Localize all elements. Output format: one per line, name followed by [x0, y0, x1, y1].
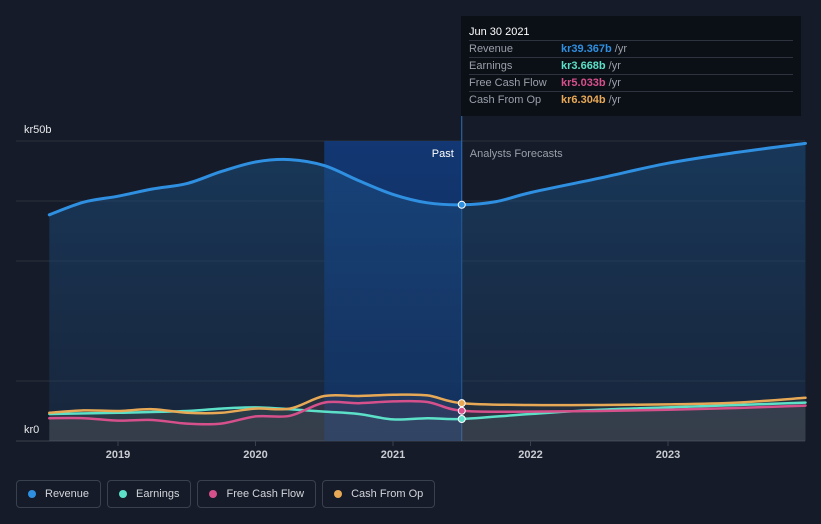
legend-item-free-cash-flow[interactable]: Free Cash Flow: [197, 480, 317, 508]
tooltip-value: kr6.304b: [561, 94, 606, 106]
tooltip-row-revenue: Revenue kr39.367b /yr: [469, 40, 793, 57]
earnings-point: [457, 414, 466, 423]
tooltip-unit: /yr: [614, 43, 627, 55]
legend-item-revenue[interactable]: Revenue: [16, 480, 102, 508]
tooltip-label: Revenue: [469, 43, 514, 55]
legend-item-cash-from-op[interactable]: Cash From Op: [322, 480, 436, 508]
tooltip-value: kr39.367b: [561, 43, 612, 55]
legend-label: Cash From Op: [351, 488, 424, 500]
tooltip-row-free-cash-flow: Free Cash Flow kr5.033b /yr: [469, 74, 793, 91]
tooltip-date: Jun 30 2021: [469, 26, 530, 38]
tooltip-value: kr3.668b: [561, 60, 606, 72]
legend-item-earnings[interactable]: Earnings: [107, 480, 192, 508]
cash-from-op-dot-icon: [334, 490, 343, 498]
chart-legend: Revenue Earnings Free Cash Flow Cash Fro…: [16, 480, 436, 508]
tooltip-unit: /yr: [608, 77, 621, 89]
revenue-line: [47, 141, 807, 217]
x-tick-label: 2019: [106, 449, 130, 461]
earnings-dot-icon: [119, 490, 128, 498]
free-cash-flow-point: [457, 406, 466, 415]
x-tick-label: 2023: [656, 449, 680, 461]
revenue-area: [49, 143, 806, 441]
tooltip-label: Free Cash Flow: [469, 77, 547, 89]
legend-label: Free Cash Flow: [226, 488, 305, 500]
legend-label: Earnings: [136, 488, 180, 500]
y-tick-label-bottom: kr0: [24, 424, 39, 436]
free-cash-flow-line: [48, 399, 807, 426]
earnings-line: [48, 401, 807, 421]
tooltip-label: Cash From Op: [469, 94, 542, 106]
financials-chart: kr50b kr0 2019 2020 2021 2022 2023 Past Analysts…: [16, 16, 807, 461]
tooltip-unit: /yr: [608, 94, 621, 106]
revenue-point: [457, 200, 466, 209]
x-tick-label: 2020: [243, 449, 267, 461]
tooltip-row-earnings: Earnings kr3.668b /yr: [469, 57, 793, 74]
tooltip-value: kr5.033b: [561, 77, 606, 89]
forecast-label: Analysts Forecasts: [470, 148, 563, 160]
legend-label: Revenue: [45, 488, 90, 500]
cash-from-op-line: [48, 393, 807, 415]
tooltip-unit: /yr: [608, 60, 621, 72]
past-label: Past: [432, 148, 454, 160]
free-cash-flow-dot-icon: [209, 490, 218, 498]
hover-tooltip: Jun 30 2021 Revenue kr39.367b /yr Earnin…: [461, 16, 801, 116]
x-tick-label: 2021: [381, 449, 405, 461]
earnings-area: [49, 402, 806, 441]
tooltip-row-cash-from-op: Cash From Op kr6.304b /yr: [469, 91, 793, 108]
x-tick-label: 2022: [518, 449, 542, 461]
y-tick-label-top: kr50b: [24, 124, 52, 136]
tooltip-label: Earnings: [469, 60, 513, 72]
cash-from-op-point: [457, 399, 466, 408]
revenue-dot-icon: [28, 490, 36, 498]
